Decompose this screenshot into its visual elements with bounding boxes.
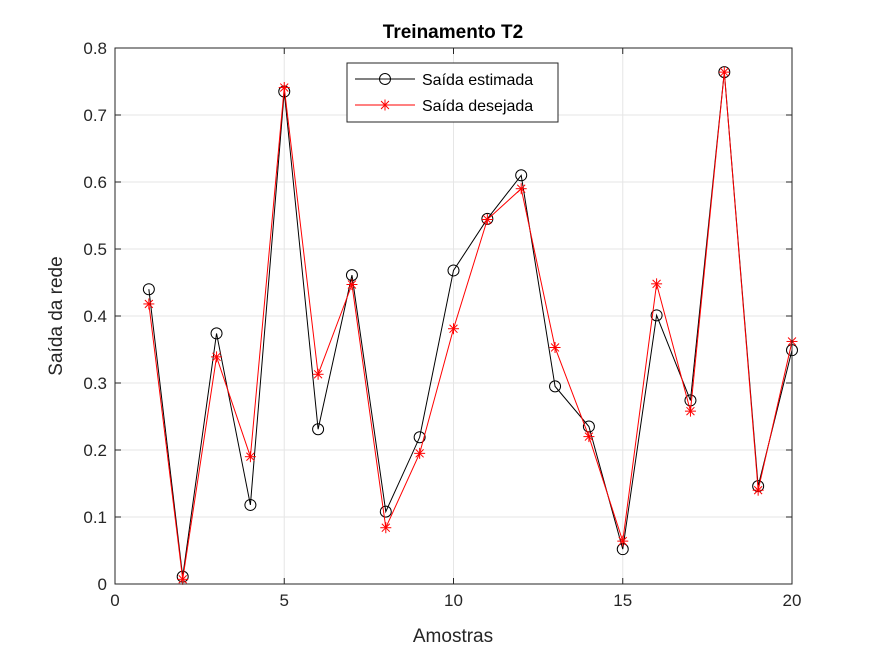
chart-title: Treinamento T2 (383, 22, 523, 43)
data-point-asterisk (481, 214, 493, 226)
x-tick-label: 10 (444, 591, 463, 610)
legend-marker-circle-icon (379, 73, 391, 85)
y-tick-label: 0 (98, 575, 107, 594)
data-point-circle (142, 283, 155, 296)
data-point-asterisk (143, 298, 155, 310)
data-point-asterisk (312, 368, 324, 380)
y-axis-label: Saída da rede (46, 256, 67, 375)
data-point-circle (379, 505, 392, 518)
y-tick-label: 0.7 (83, 106, 107, 125)
data-point-asterisk (549, 341, 561, 353)
data-point-asterisk (684, 405, 696, 417)
data-point-asterisk (448, 323, 459, 335)
x-tick-label: 5 (280, 591, 289, 610)
y-tick-label: 0.5 (83, 240, 107, 259)
x-axis-label: Amostras (413, 626, 493, 647)
y-tick-label: 0.4 (83, 307, 107, 326)
legend-marker-asterisk-icon (379, 99, 391, 111)
data-point-circle (447, 264, 460, 277)
x-tick-label: 15 (613, 591, 632, 610)
series-line-2 (148, 72, 793, 580)
x-tick-label: 0 (110, 591, 119, 610)
data-point-asterisk (752, 484, 764, 496)
data-point-circle (413, 431, 426, 444)
data-point-asterisk (651, 278, 663, 290)
data-point-circle (515, 169, 528, 182)
x-tick-label: 20 (783, 591, 802, 610)
legend-label-desejada: Saída desejada (422, 98, 533, 115)
data-point-asterisk (211, 351, 223, 363)
data-point-asterisk (244, 451, 256, 463)
legend-label-estimada: Saída estimada (422, 72, 533, 89)
y-tick-label: 0.8 (83, 39, 107, 58)
data-point-asterisk (583, 431, 595, 443)
data-point-asterisk (278, 82, 290, 94)
legend: Saída estimada Saída desejada (346, 62, 559, 123)
ticks-layer: 0 5 10 15 20 0 0.1 0.2 0.3 0.4 0.5 0.6 0.7 0.8 (83, 39, 801, 610)
series-line-1 (148, 72, 793, 577)
data-point-asterisk (346, 279, 358, 291)
data-point-asterisk (515, 183, 527, 195)
legend-box (346, 62, 559, 123)
y-tick-label: 0.3 (83, 374, 107, 393)
data-point-asterisk (617, 535, 629, 547)
legend-asterisk-glyph (379, 99, 391, 111)
y-tick-label: 0.1 (83, 508, 107, 527)
data-point-circle (210, 327, 223, 340)
data-point-asterisk (380, 522, 392, 534)
data-point-circle (244, 498, 257, 511)
y-tick-label: 0.2 (83, 441, 107, 460)
data-point-asterisk (718, 66, 730, 78)
y-tick-label: 0.6 (83, 173, 107, 192)
data-point-circle (650, 309, 663, 322)
data-point-asterisk (177, 573, 189, 585)
data-point-circle (312, 423, 325, 436)
data-point-asterisk (414, 447, 426, 459)
data-point-circle (549, 380, 562, 393)
grid-lines (115, 48, 792, 584)
